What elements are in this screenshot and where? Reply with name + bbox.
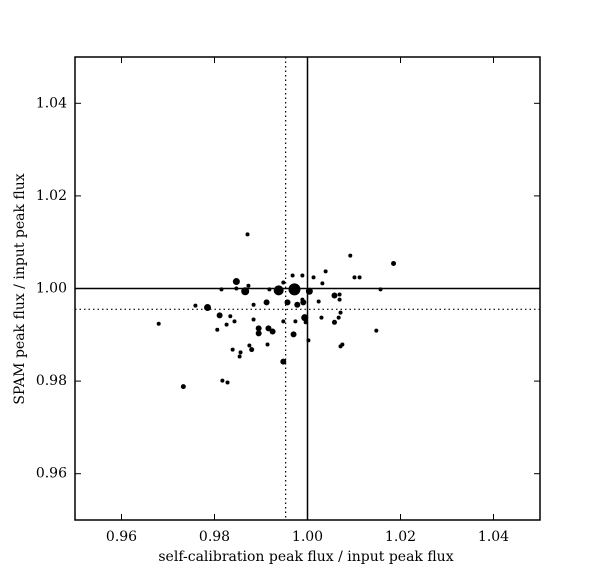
point [265,342,270,347]
point [241,287,250,296]
point [265,325,272,332]
point [269,328,276,335]
point [290,331,297,338]
point [280,358,287,365]
point [331,319,337,325]
y-axis-label: SPAM peak flux / input peak flux [12,173,28,404]
x-axis-label: self-calibration peak flux / input peak … [158,549,453,565]
point [348,253,353,258]
y-tick-label: 0.98 [36,373,67,389]
point [232,278,240,286]
point [251,317,256,322]
x-tick-label: 1.04 [478,529,509,545]
x-tick-label: 0.96 [106,529,137,545]
point [374,328,379,333]
point [215,327,220,332]
point [323,269,328,274]
point [267,287,272,292]
point [336,315,341,320]
point [249,347,255,353]
point [338,310,343,315]
point [232,319,237,324]
x-tick-label: 1.00 [292,529,323,545]
point [288,283,301,296]
point [311,275,316,280]
point [216,312,223,319]
point [320,281,325,286]
point [303,320,308,325]
point [281,319,286,324]
point [238,350,243,355]
point [337,292,342,297]
point [220,378,225,383]
point [245,232,250,237]
point [224,322,229,327]
point [294,301,301,308]
point [338,344,343,349]
point [255,330,262,337]
point [228,314,233,319]
point [300,297,305,302]
point [219,287,224,292]
point [306,338,311,343]
x-tick-label: 1.02 [385,529,416,545]
point [193,303,198,308]
y-tick-label: 1.00 [36,281,67,297]
point [301,314,309,322]
point [225,380,230,385]
point [391,260,397,266]
point [305,287,313,295]
point [246,283,251,288]
point [331,292,338,299]
point [357,275,362,280]
point [281,280,286,285]
point [247,343,252,348]
point [204,303,212,311]
point [230,347,235,352]
point [237,354,242,359]
point [319,315,324,320]
point [263,299,270,306]
point [352,275,357,280]
y-tick-label: 1.04 [36,95,67,111]
plot-frame [74,56,541,521]
point [300,273,305,278]
y-tick-label: 0.96 [36,466,67,482]
point [316,299,321,304]
point [337,297,342,302]
point [180,384,186,390]
x-tick-label: 0.98 [199,529,230,545]
point [273,285,284,296]
point [378,287,383,292]
point [251,302,256,307]
point [284,299,291,306]
point [234,286,239,291]
point [293,319,298,324]
point [255,325,262,332]
point [156,321,161,326]
point [290,273,295,278]
y-tick-label: 1.02 [36,188,67,204]
